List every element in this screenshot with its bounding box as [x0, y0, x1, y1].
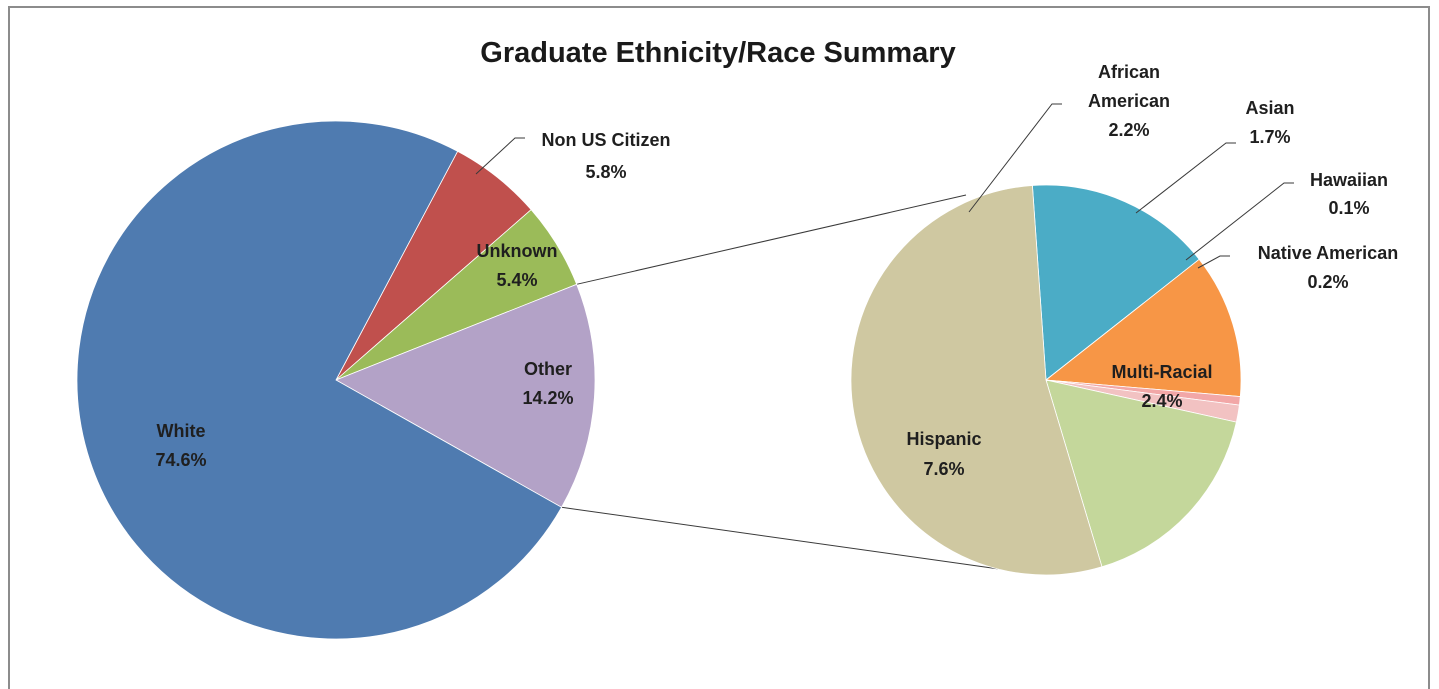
- data-label-unknown: Unknown 5.4%: [477, 241, 558, 290]
- data-label-native-american: Native American 0.2%: [1258, 243, 1398, 292]
- data-label-hawaiian: Hawaiian 0.1%: [1310, 170, 1388, 218]
- leader-line-asian: [1135, 142, 1236, 214]
- connector-line-bottom: [561, 506, 1007, 571]
- slice-asian: [1044, 258, 1242, 398]
- slice-other: [335, 283, 596, 508]
- data-label-other: Other 14.2%: [522, 359, 573, 408]
- data-label-asian: Asian 1.7%: [1245, 98, 1294, 147]
- slice-african-american: [1031, 184, 1200, 381]
- data-label-white: White 74.6%: [155, 421, 206, 470]
- data-labels: Non US Citizen 5.8% Unknown 5.4% Other 14.2% W…: [155, 62, 1398, 479]
- leader-line-native-american: [1197, 255, 1230, 269]
- data-label-african-american: African American 2.2%: [1088, 62, 1170, 140]
- slice-multi-racial: [1045, 379, 1237, 568]
- connector-line-top: [576, 194, 967, 285]
- data-label-multi-racial: Multi-Racial 2.4%: [1111, 362, 1212, 411]
- leader-lines: [475, 103, 1294, 269]
- main-pie: [76, 120, 596, 640]
- data-label-hispanic: Hispanic 7.6%: [906, 429, 981, 479]
- slice-white: [76, 120, 563, 640]
- data-label-non-us-citizen: Non US Citizen 5.8%: [542, 130, 671, 182]
- leader-line-african-american: [968, 103, 1062, 213]
- slice-hispanic: [850, 185, 1103, 576]
- chart-title: Graduate Ethnicity/Race Summary: [480, 37, 955, 69]
- connector-lines: [561, 194, 1007, 571]
- breakout-pie: [850, 184, 1242, 576]
- leader-line-non-us-citizen: [475, 137, 525, 175]
- leader-line-hawaiian: [1185, 182, 1294, 261]
